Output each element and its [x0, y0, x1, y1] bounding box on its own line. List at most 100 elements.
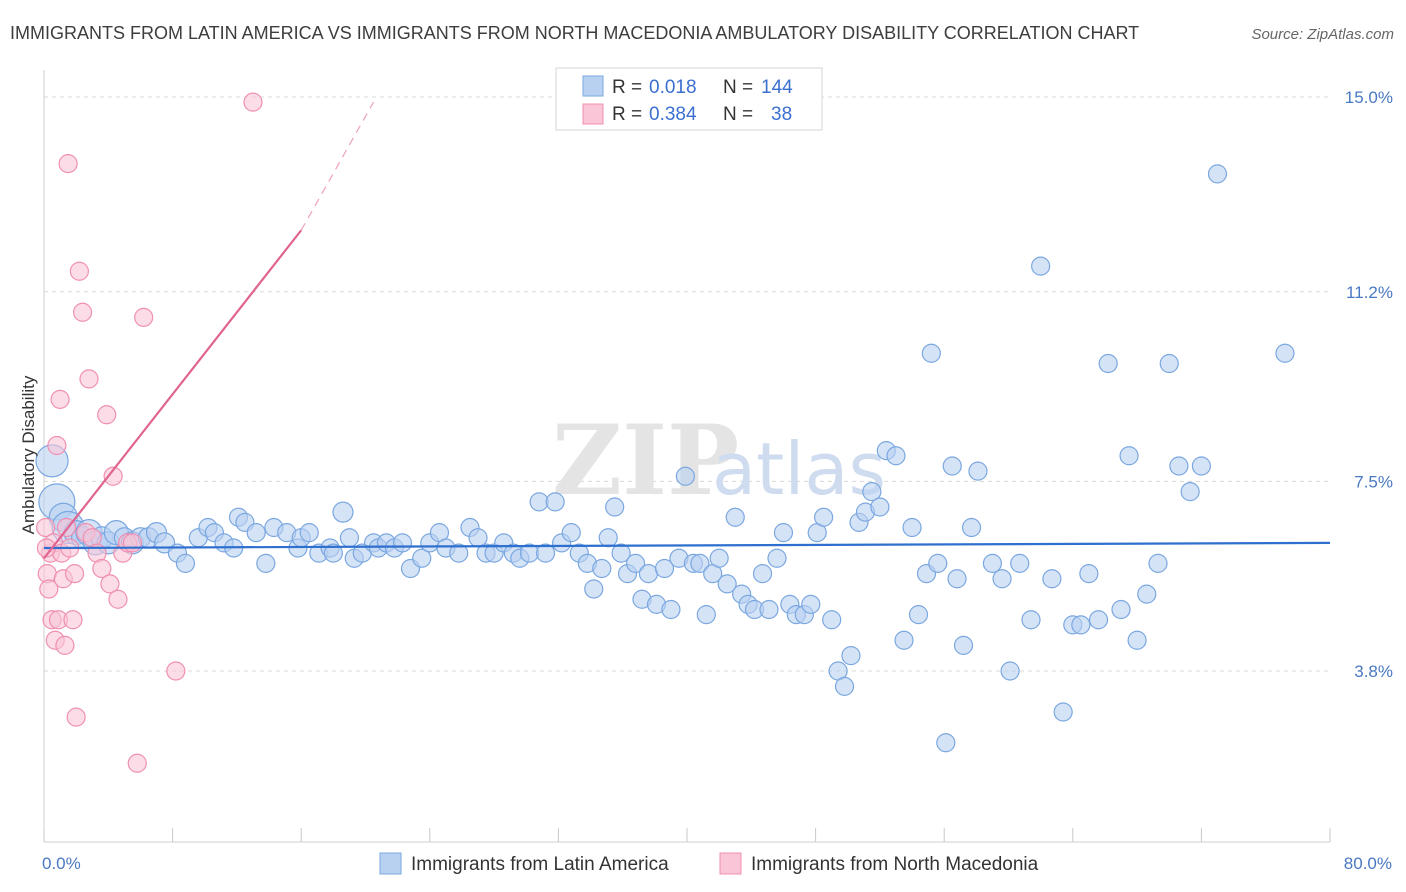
series-0-point-125 [1010, 553, 1030, 573]
bottom-legend-swatch-north-macedonia [719, 852, 742, 875]
series-0-point-27 [256, 553, 276, 573]
legend-r-value-2: 0.384 [649, 104, 697, 125]
chart-title: IMMIGRANTS FROM LATIN AMERICA VS IMMIGRA… [10, 23, 1139, 43]
series-1-point-29 [108, 589, 128, 609]
points-layer [35, 92, 1295, 773]
series-0-point-123 [992, 569, 1012, 589]
bottom-legend-swatch-latin-america [379, 852, 402, 875]
series-1-point-33 [127, 753, 147, 773]
series-1-point-0 [36, 517, 56, 538]
series-1-point-25 [92, 558, 112, 579]
series-0-point-91 [759, 599, 779, 620]
series-1-point-14 [58, 154, 78, 174]
x-tick-label-max: 80.0% [1344, 854, 1392, 873]
series-0-point-90 [752, 564, 773, 584]
grid-lines [44, 96, 1330, 672]
trend-layer [43, 101, 1331, 559]
x-tick-label-min: 0.0% [42, 854, 81, 873]
series-1-point-32 [122, 533, 143, 553]
series-0-point-18 [175, 553, 196, 573]
series-0-point-82 [696, 605, 716, 625]
legend-r-label-1: R = [612, 77, 642, 98]
series-0-point-140 [1159, 353, 1179, 374]
series-1-point-36 [243, 92, 263, 112]
series-0-point-60 [535, 543, 556, 563]
series-0-point-66 [584, 579, 604, 599]
series-0-point-133 [1088, 610, 1109, 630]
series-0-point-114 [921, 343, 941, 363]
series-0-point-143 [1191, 456, 1212, 476]
watermark-zip: ZIP [552, 404, 739, 517]
series-0-point-112 [908, 605, 929, 625]
series-0-point-77 [661, 599, 681, 620]
series-0-point-46 [412, 548, 432, 568]
series-0-point-145 [1275, 343, 1295, 363]
legend-n-value-1: 144 [761, 77, 793, 98]
chart-source: Source: ZipAtlas.com [1251, 26, 1394, 43]
series-0-point-139 [1148, 553, 1168, 573]
series-0-point-92 [767, 548, 787, 568]
series-1-point-19 [69, 261, 89, 281]
series-0-point-81 [690, 553, 710, 573]
series-0-point-93 [773, 523, 794, 543]
series-1-point-20 [72, 302, 93, 322]
series-1-point-12 [55, 635, 75, 655]
series-1-trend-extension [300, 101, 375, 231]
bottom-legend-label-north-macedonia: Immigrants from North Macedonia [751, 854, 1039, 875]
series-0-point-116 [936, 733, 956, 753]
series-0-point-115 [928, 553, 948, 573]
series-0-point-110 [894, 630, 914, 650]
series-0-point-72 [625, 553, 646, 573]
series-0-point-44 [392, 533, 413, 553]
series-0-point-141 [1169, 456, 1189, 476]
bottom-legend-label-latin-america: Immigrants from Latin America [411, 854, 669, 875]
series-1-trend-line [43, 229, 303, 559]
series-1-point-17 [64, 564, 85, 584]
series-0-point-97 [801, 594, 821, 614]
series-0-point-117 [942, 456, 962, 476]
series-0-point-129 [1053, 702, 1073, 722]
y-tick-label-3: 15.0% [1345, 88, 1393, 107]
series-0-point-106 [862, 482, 882, 502]
series-0-point-85 [717, 574, 737, 594]
series-1-point-34 [134, 307, 154, 327]
bottom-legend: Immigrants from Latin America Immigrants… [379, 852, 1039, 875]
series-0-point-109 [886, 446, 906, 466]
series-1-point-2 [39, 579, 59, 599]
series-1-point-28 [103, 466, 123, 486]
series-0-point-100 [822, 610, 842, 630]
series-1-point-26 [97, 405, 117, 425]
legend-swatch-north-macedonia [582, 103, 604, 125]
series-0-point-118 [947, 569, 967, 589]
series-0-point-142 [1180, 482, 1200, 502]
series-0-point-35 [323, 543, 343, 563]
series-1-point-22 [79, 369, 99, 389]
y-tick-label-0: 3.8% [1354, 662, 1393, 681]
legend-n-label-2: N = [723, 104, 753, 125]
watermark-atlas: atlas [712, 427, 886, 511]
series-0-point-79 [675, 466, 695, 486]
series-1-point-18 [66, 707, 86, 727]
series-0-trend-line [43, 541, 1331, 550]
series-0-point-32 [299, 523, 319, 543]
series-0-point-103 [841, 646, 861, 666]
series-0-point-86 [725, 507, 745, 527]
series-0-point-128 [1042, 569, 1062, 589]
series-0-point-70 [611, 543, 631, 563]
series-0-point-84 [709, 548, 729, 568]
series-0-point-132 [1079, 564, 1099, 584]
series-0-point-67 [592, 558, 612, 579]
series-1-point-7 [47, 435, 67, 456]
legend-n-value-2: 38 [771, 104, 792, 125]
series-0-point-121 [968, 461, 988, 481]
series-0-point-144 [1207, 164, 1228, 184]
series-1-point-27 [100, 574, 120, 594]
series-0-point-69 [605, 497, 625, 517]
legend-n-label-1: N = [723, 77, 753, 98]
series-0-point-74 [638, 564, 659, 584]
series-0-point-99 [814, 507, 834, 527]
series-0-point-119 [953, 635, 974, 655]
legend-r-label-2: R = [612, 104, 642, 125]
y-tick-label-2: 11.2% [1346, 283, 1393, 302]
